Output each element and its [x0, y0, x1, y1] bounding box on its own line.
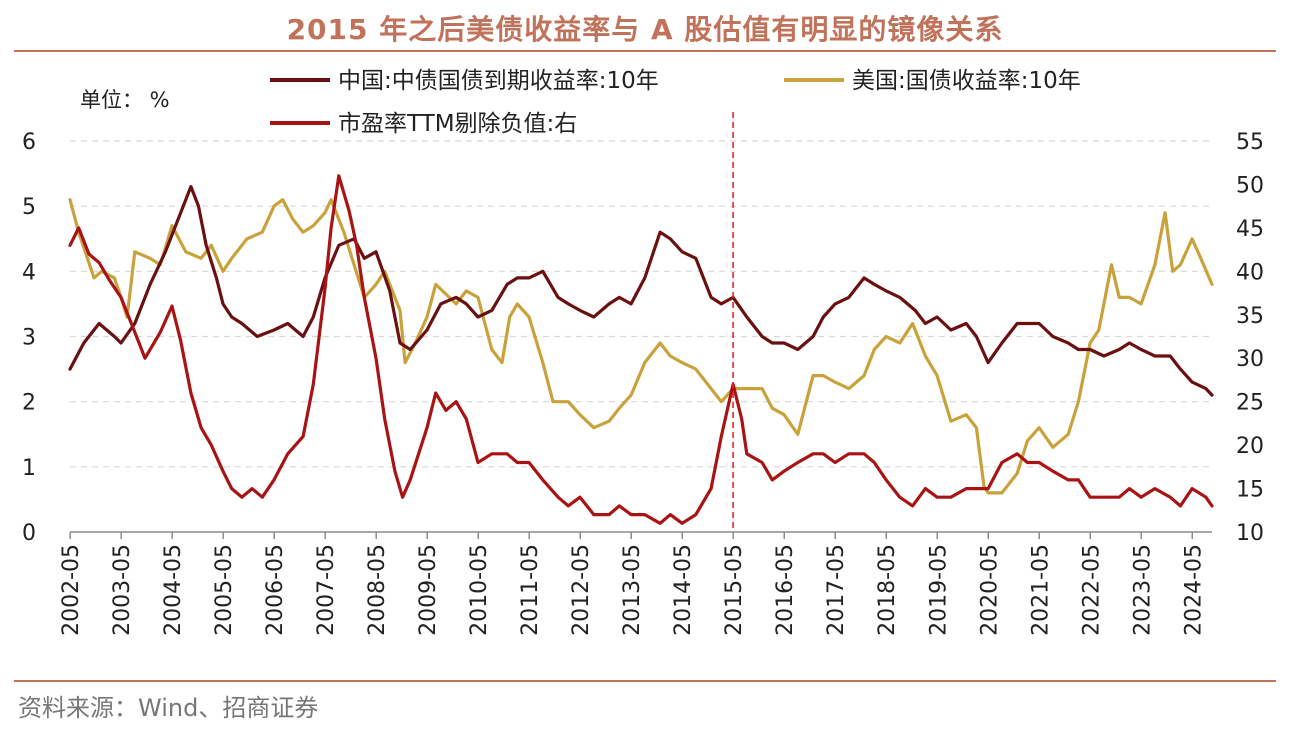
- y-right-tick: 50: [1236, 173, 1264, 198]
- x-tick-label: 2020-05: [977, 544, 1002, 636]
- x-tick-label: 2018-05: [875, 544, 900, 636]
- x-tick-label: 2021-05: [1028, 544, 1053, 636]
- legend-label: 美国:国债收益率:10年: [852, 68, 1081, 94]
- x-tick-label: 2008-05: [365, 544, 390, 636]
- x-tick-label: 2022-05: [1079, 544, 1104, 636]
- x-tick-label: 2002-05: [59, 544, 84, 636]
- right-axis-ticks: 10 15 20 25 30 35 40 45 50 55: [1236, 130, 1264, 546]
- y-left-tick: 5: [22, 195, 36, 220]
- title-rule: [14, 50, 1276, 52]
- series-line-2: [68, 174, 1214, 525]
- source-note: 资料来源：Wind、招商证券: [18, 694, 319, 722]
- x-tick-label: 2024-05: [1181, 544, 1206, 636]
- y-right-tick: 40: [1236, 260, 1264, 285]
- series-line-1: [68, 198, 1214, 495]
- y-right-tick: 15: [1236, 478, 1264, 503]
- y-right-tick: 55: [1236, 130, 1264, 155]
- y-left-tick: 6: [22, 130, 36, 155]
- x-tick-label: 2014-05: [671, 544, 696, 636]
- x-tick-label: 2006-05: [263, 544, 288, 636]
- unit-label: 单位： %: [80, 88, 170, 112]
- x-tick-label: 2005-05: [212, 544, 237, 636]
- x-tick-label: 2017-05: [824, 544, 849, 636]
- x-tick-label: 2011-05: [518, 544, 543, 636]
- footer-rule: [14, 680, 1276, 682]
- x-tick-label: 2016-05: [773, 544, 798, 636]
- y-left-tick: 3: [22, 326, 36, 351]
- left-axis-ticks: 0 1 2 3 4 5 6: [22, 130, 36, 546]
- y-right-tick: 35: [1236, 304, 1264, 329]
- x-axis-ticks: 2002-05 2003-05 2004-05 2005-05 2006-05 2007-…: [59, 531, 1212, 636]
- x-tick-label: 2019-05: [926, 544, 951, 636]
- chart-title: 2015 年之后美债收益率与 A 股估值有明显的镜像关系: [286, 13, 1004, 46]
- y-right-tick: 45: [1236, 217, 1264, 242]
- x-tick-label: 2015-05: [722, 544, 747, 636]
- legend-label: 市盈率TTM剔除负值:右: [338, 111, 577, 137]
- y-left-tick: 4: [22, 260, 36, 285]
- x-tick-label: 2009-05: [416, 544, 441, 636]
- x-tick-label: 2003-05: [110, 544, 135, 636]
- x-tick-label: 2010-05: [467, 544, 492, 636]
- y-left-tick: 1: [22, 456, 36, 481]
- legend-label: 中国:中债国债到期收益率:10年: [338, 68, 659, 94]
- x-tick-label: 2012-05: [569, 544, 594, 636]
- y-right-tick: 20: [1236, 434, 1264, 459]
- y-left-tick: 0: [22, 521, 36, 546]
- x-tick-label: 2007-05: [314, 544, 339, 636]
- y-right-tick: 25: [1236, 391, 1264, 416]
- series-line-0: [68, 185, 1214, 397]
- series-layer: [68, 174, 1214, 525]
- x-tick-label: 2023-05: [1130, 544, 1155, 636]
- y-right-tick: 30: [1236, 347, 1264, 372]
- y-left-tick: 2: [22, 391, 36, 416]
- y-right-tick: 10: [1236, 521, 1264, 546]
- x-tick-label: 2004-05: [161, 544, 186, 636]
- gridlines: [70, 140, 1212, 468]
- x-tick-label: 2013-05: [620, 544, 645, 636]
